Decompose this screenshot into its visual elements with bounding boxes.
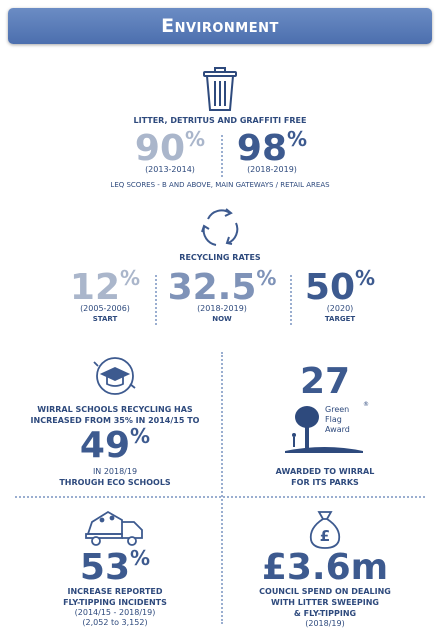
text: % (120, 266, 141, 290)
text: FLY-TIPPING INCIDENTS (63, 598, 167, 607)
stat-value: 12% (50, 267, 160, 308)
stat-value: 90% (120, 128, 220, 169)
divider (15, 496, 425, 498)
logo-line: Flag (325, 415, 342, 424)
text: COUNCIL SPEND ON DEALING (259, 587, 391, 596)
divider (221, 352, 223, 624)
stat-value: 49% (15, 425, 215, 466)
stat-period: (2018-2019) (247, 165, 297, 174)
text: % (130, 546, 151, 570)
section-title: LITTER, DETRITUS AND GRAFFITI FREE (133, 116, 307, 125)
text: 12 (69, 267, 121, 308)
text: WITH LITTER SWEEPING (271, 598, 379, 607)
text: % (256, 266, 277, 290)
text: INCREASED FROM 35% IN 2014/15 TO (30, 416, 200, 425)
text: THROUGH ECO SCHOOLS (59, 478, 171, 487)
stat-tag: NOW (212, 315, 232, 323)
text: IN 2018/19 (92, 467, 138, 476)
text: % (185, 127, 206, 151)
logo-text: Green Flag Award (325, 405, 365, 435)
school-recycle-icon (93, 357, 136, 395)
stat-value: £3.6m (261, 547, 389, 588)
text: AWARDED TO WIRRAL (275, 467, 375, 476)
stat-value: 27 (299, 361, 351, 402)
text: (2,052 to 3,152) (82, 618, 148, 627)
stat-period: (2005-2006) (80, 304, 130, 313)
divider (290, 275, 292, 325)
green-flag-logo (285, 406, 363, 453)
stat-value: 50% (285, 267, 395, 308)
text: INCREASE REPORTED (67, 587, 163, 596)
registered-mark: ® (363, 401, 369, 408)
section-title: RECYCLING RATES (179, 253, 261, 262)
stat-period: (2020) (326, 304, 354, 313)
recycle-icon (201, 208, 239, 246)
stat-value: 98% (222, 128, 322, 169)
stat-value: 53% (15, 547, 215, 588)
text: (2014/15 - 2018/19) (74, 608, 156, 617)
text: & FLY-TIPPING (293, 609, 357, 618)
header: Environment (8, 8, 432, 44)
stat-period: (2013-2014) (145, 165, 195, 174)
divider (155, 275, 157, 325)
text: 53 (79, 547, 131, 588)
logo-line: Award (325, 425, 350, 434)
svg-text:£: £ (320, 527, 330, 545)
stat-period: (2018-2019) (197, 304, 247, 313)
text: 98 (236, 128, 288, 169)
logo-line: Green (325, 405, 350, 414)
text: % (130, 424, 151, 448)
divider (221, 135, 223, 177)
text: 32.5 (167, 267, 257, 308)
stat-tag: START (92, 315, 118, 323)
text: % (287, 127, 308, 151)
text: (2018/19) (305, 619, 345, 628)
stat-value: 32.5% (157, 267, 287, 308)
text: 49 (79, 425, 131, 466)
text: % (355, 266, 376, 290)
note: LEQ SCORES - B AND ABOVE, MAIN GATEWAYS … (110, 181, 330, 189)
truck-icon (85, 510, 143, 546)
bin-icon (203, 67, 237, 111)
money-bag-icon: £ (309, 511, 341, 549)
text: 50 (304, 267, 356, 308)
text: WIRRAL SCHOOLS RECYCLING HAS (37, 405, 193, 414)
stat-tag: TARGET (324, 315, 356, 323)
text: 90 (134, 128, 186, 169)
text: FOR ITS PARKS (291, 478, 359, 487)
